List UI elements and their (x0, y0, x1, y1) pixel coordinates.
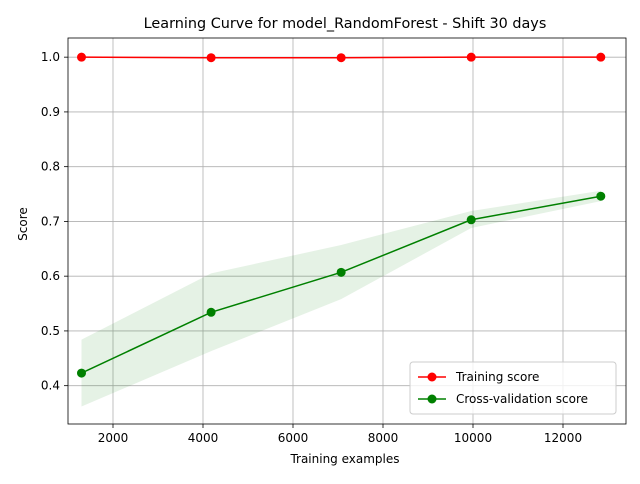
x-tick-label: 8000 (368, 431, 399, 445)
x-tick-label: 12000 (544, 431, 582, 445)
y-tick-label: 0.7 (41, 214, 60, 228)
data-point (596, 52, 606, 62)
y-tick-label: 0.5 (41, 324, 60, 338)
y-tick-label: 0.4 (41, 379, 60, 393)
data-point (596, 191, 606, 201)
plot-frame (67, 37, 627, 425)
x-tick-label: 2000 (98, 431, 129, 445)
legend-marker-0 (427, 372, 437, 382)
legend: Training score Cross-validation score (409, 361, 617, 415)
y-tick-label: 1.0 (41, 50, 60, 64)
data-point (466, 215, 476, 225)
x-tick-label: 6000 (278, 431, 309, 445)
y-tick-label: 0.6 (41, 269, 60, 283)
legend-label-0: Training score (455, 370, 539, 384)
legend-marker-1 (427, 394, 437, 404)
data-point (466, 52, 476, 62)
x-tick-label: 4000 (188, 431, 219, 445)
data-point (336, 53, 346, 63)
series-lines (77, 52, 606, 378)
legend-box (409, 361, 617, 415)
confidence-bands (81, 56, 601, 407)
x-axis-label: Training examples (289, 452, 399, 466)
data-point (77, 52, 86, 62)
legend-label-1: Cross-validation score (456, 392, 588, 406)
y-tick-label: 0.9 (41, 105, 60, 119)
data-point (336, 267, 346, 277)
data-point (77, 368, 86, 378)
chart-title: Learning Curve for model_RandomForest - … (144, 16, 547, 32)
confidence-band-1 (81, 190, 601, 407)
y-axis-label: Score (16, 207, 30, 241)
data-point (206, 307, 216, 317)
x-tick-label: 10000 (454, 431, 492, 445)
data-point (206, 53, 216, 63)
y-tick-label: 0.8 (41, 160, 60, 174)
axes: 2000 4000 6000 8000 10000 12000 0.4 0.5 0.6 0.7 0.… (41, 37, 627, 445)
